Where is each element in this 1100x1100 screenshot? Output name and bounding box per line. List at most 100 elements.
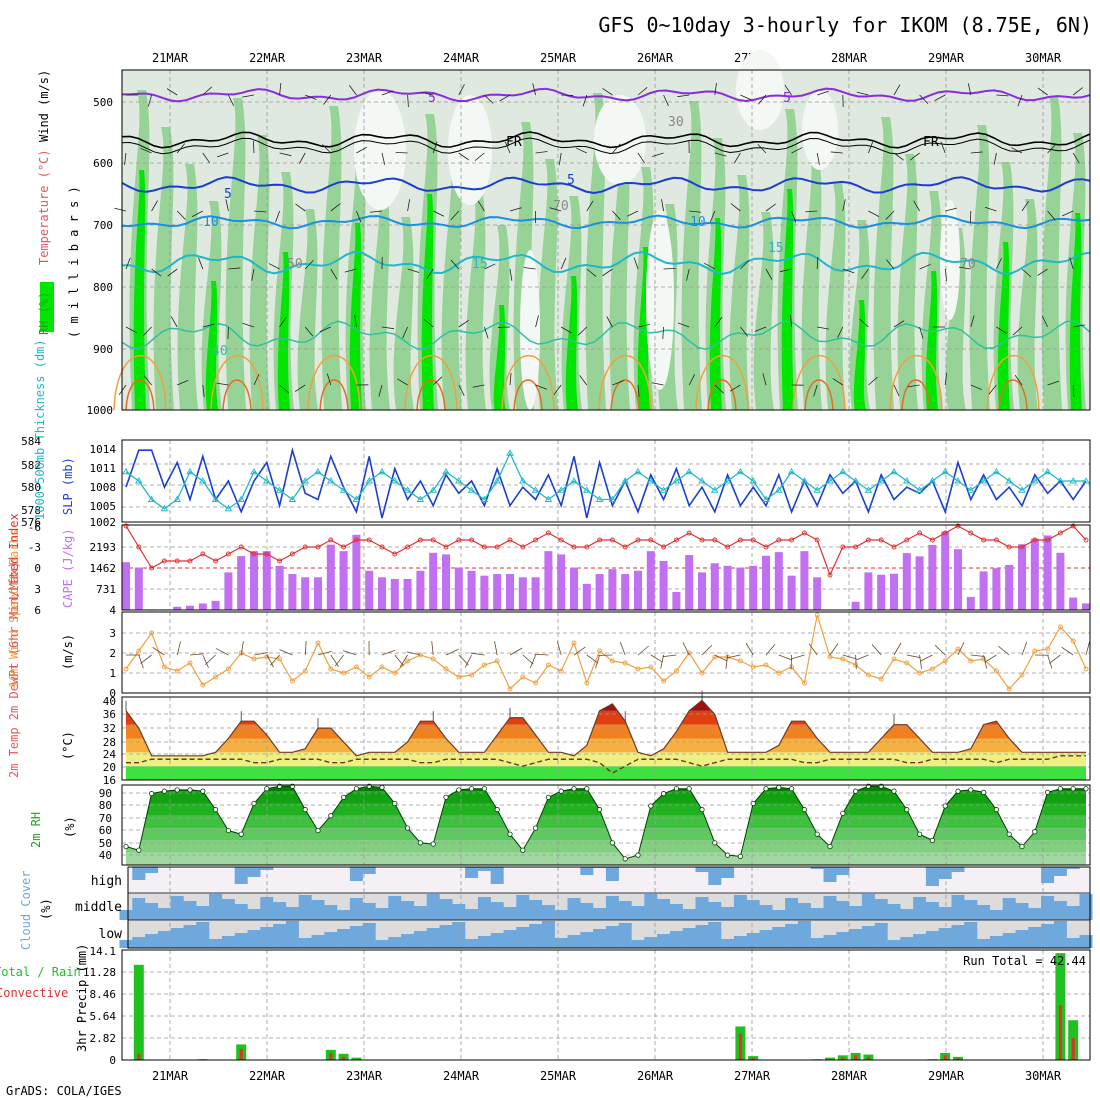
wind-speed-point xyxy=(737,658,743,664)
upper-wind-barb xyxy=(561,326,572,334)
temp-band xyxy=(126,766,1086,780)
thickness-point xyxy=(416,495,425,502)
contour-label: 40 xyxy=(212,344,228,359)
thickness-point xyxy=(378,467,386,475)
upper-wind-barb xyxy=(242,94,255,98)
upper-wind-barb xyxy=(322,144,332,154)
cloud-mid-bar xyxy=(938,907,952,920)
cloud-level-label: low xyxy=(99,927,123,942)
lifted-index-point xyxy=(635,537,641,543)
precip-convective-bar xyxy=(1071,1038,1075,1060)
thickness-point xyxy=(135,477,143,484)
rh-point xyxy=(788,786,795,792)
thickness-point xyxy=(659,486,668,493)
precip-convective-bar xyxy=(956,1058,960,1060)
upper-wind-barb xyxy=(586,200,594,212)
cloud-mid-bar xyxy=(964,900,978,920)
wind-speed-point xyxy=(635,666,641,672)
rh-plume xyxy=(153,127,174,410)
wind-barb xyxy=(725,654,728,669)
wind-barb xyxy=(970,654,985,657)
cloud-mid-bar xyxy=(644,894,658,920)
cape-bar xyxy=(378,577,386,610)
upper-wind-barb xyxy=(378,384,383,397)
lifted-index-point xyxy=(699,537,705,543)
upper-wind-barb xyxy=(147,94,152,107)
precip-convective-bar xyxy=(342,1056,346,1060)
cloud-mid-bar xyxy=(810,908,824,920)
upper-wind-barb xyxy=(586,268,597,277)
wind-barb xyxy=(660,654,664,669)
rh2m-axis-label: 2m RH xyxy=(29,812,43,848)
bottom-date-tick: 21MAR xyxy=(152,1069,189,1083)
cloud-mid-bar xyxy=(823,896,837,920)
thickness-point xyxy=(429,486,437,493)
upper-wind-barb xyxy=(474,152,485,161)
isotherm-25 xyxy=(889,354,943,411)
rh-point xyxy=(251,800,257,807)
lifted-index-point xyxy=(853,544,859,550)
contour-label: 70 xyxy=(553,199,569,214)
upper-wind-barb xyxy=(125,326,137,333)
upper-wind-barb xyxy=(1017,94,1023,107)
upper-wind-barb xyxy=(558,152,562,165)
wind-speed-point xyxy=(136,648,142,654)
upper-wind-barb xyxy=(1021,200,1030,212)
y-tick-label: 5.64 xyxy=(90,1010,117,1023)
cape-bar xyxy=(698,572,706,610)
wind-barb xyxy=(682,642,690,656)
precip-convective-bar xyxy=(239,1049,243,1060)
rh-plume-high xyxy=(853,300,866,410)
wind-barb xyxy=(1085,641,1091,656)
thickness-point xyxy=(647,477,655,484)
wind10m-axis-label: 10m Wind Speed & Barbs xyxy=(7,529,21,688)
temp-frame xyxy=(121,696,1091,781)
cape-bar xyxy=(224,572,233,610)
cloud-high-bar xyxy=(925,867,939,886)
bottom-date-tick: 30MAR xyxy=(1025,1069,1062,1083)
cloud-mid-bar xyxy=(401,901,415,920)
cloud-high-bar xyxy=(695,867,709,872)
precip-total-bar xyxy=(351,1057,362,1060)
upper-wind-barb xyxy=(730,203,741,212)
cloud-mid-bar xyxy=(618,901,632,920)
wind-speed-point xyxy=(1032,648,1038,654)
rh-plume-high xyxy=(925,271,938,410)
cloud-low-bar xyxy=(145,934,159,948)
upper-wind-barb xyxy=(689,210,702,213)
rh-point xyxy=(635,852,641,858)
rh-point xyxy=(520,847,526,853)
wind-speed-point xyxy=(277,656,283,662)
upper-wind-barb xyxy=(677,94,690,98)
wind-speed-point xyxy=(993,668,999,674)
rh-plume xyxy=(1041,96,1062,410)
thickness-point xyxy=(723,477,732,484)
cape-bar xyxy=(416,570,425,610)
cloud-mid-bar xyxy=(1028,908,1042,920)
rh-point xyxy=(942,803,948,809)
upper-wind-barb xyxy=(686,268,690,281)
upper-wind-barb xyxy=(637,152,645,164)
cloud-low-bar xyxy=(874,923,888,948)
rh-point xyxy=(161,788,167,794)
cloud-high-bar xyxy=(836,867,850,875)
cloud-low-bar xyxy=(746,933,760,948)
cloud-high-bar xyxy=(490,867,504,884)
lifted-index-point xyxy=(725,544,731,550)
rh-plume xyxy=(969,125,990,410)
cloud-high-bar xyxy=(465,867,479,878)
upper-wind-barb xyxy=(326,373,332,386)
cloud-low-bar xyxy=(785,924,799,948)
rh-point xyxy=(737,853,744,859)
cloud-high-bar xyxy=(362,867,376,874)
lifted-index-point xyxy=(379,544,385,550)
cape-bar xyxy=(710,563,719,610)
lifted-index-point xyxy=(993,537,999,543)
wind-barb xyxy=(573,646,586,656)
upper-wind-barb xyxy=(198,257,204,270)
upper-wind-barb xyxy=(1012,326,1023,336)
wind-barb xyxy=(529,654,536,669)
wind-speed-point xyxy=(661,678,667,684)
cape-bar xyxy=(134,567,143,610)
lifted-index-line xyxy=(125,525,1087,577)
